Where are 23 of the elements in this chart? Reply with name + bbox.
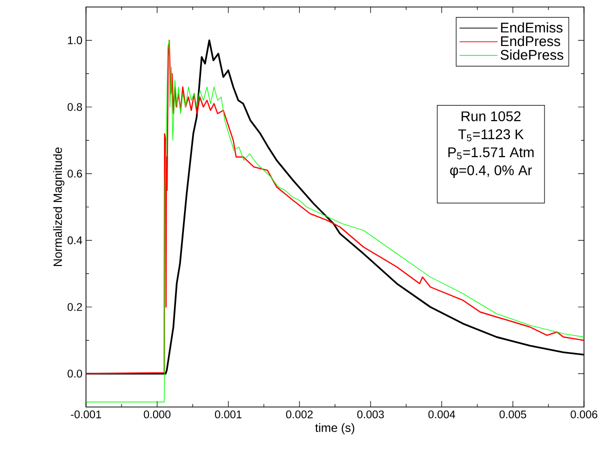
annotation: T$_{5}$=1123 K: [458, 129, 524, 142]
x-tick-label: 0.000: [144, 410, 170, 418]
x-tick-label: 0.003: [357, 410, 384, 418]
y-axis-title: Normalized Magnitude: [53, 148, 64, 266]
y-tick-label: 0.6: [68, 170, 82, 178]
annotation: φ=0.4, 0% Ar: [450, 165, 532, 178]
x-tick-label: 0.006: [570, 410, 598, 418]
legend-label: EndEmiss: [501, 22, 562, 33]
y-tick-label: 0.0: [68, 370, 82, 378]
x-tick-label: 0.001: [214, 410, 242, 418]
y-tick-label: 0.2: [68, 303, 82, 311]
y-tick-label: 0.4: [68, 236, 82, 244]
y-tick-label: 0.8: [68, 103, 82, 111]
x-tick-label: 0.002: [286, 410, 313, 418]
y-tick-label: 1.0: [68, 36, 82, 44]
legend-label: SidePress: [500, 50, 564, 60]
x-tick-label: 0.004: [428, 410, 456, 418]
x-tick-label: 0.005: [500, 410, 526, 418]
legend-label: EndPress: [501, 36, 560, 46]
x-tick-label: -0.001: [70, 410, 102, 418]
annotation: P$_{5}$=1.571 Atm: [448, 147, 534, 160]
annotation: Run 1052: [462, 111, 521, 122]
x-axis-title: time (s): [315, 423, 354, 434]
